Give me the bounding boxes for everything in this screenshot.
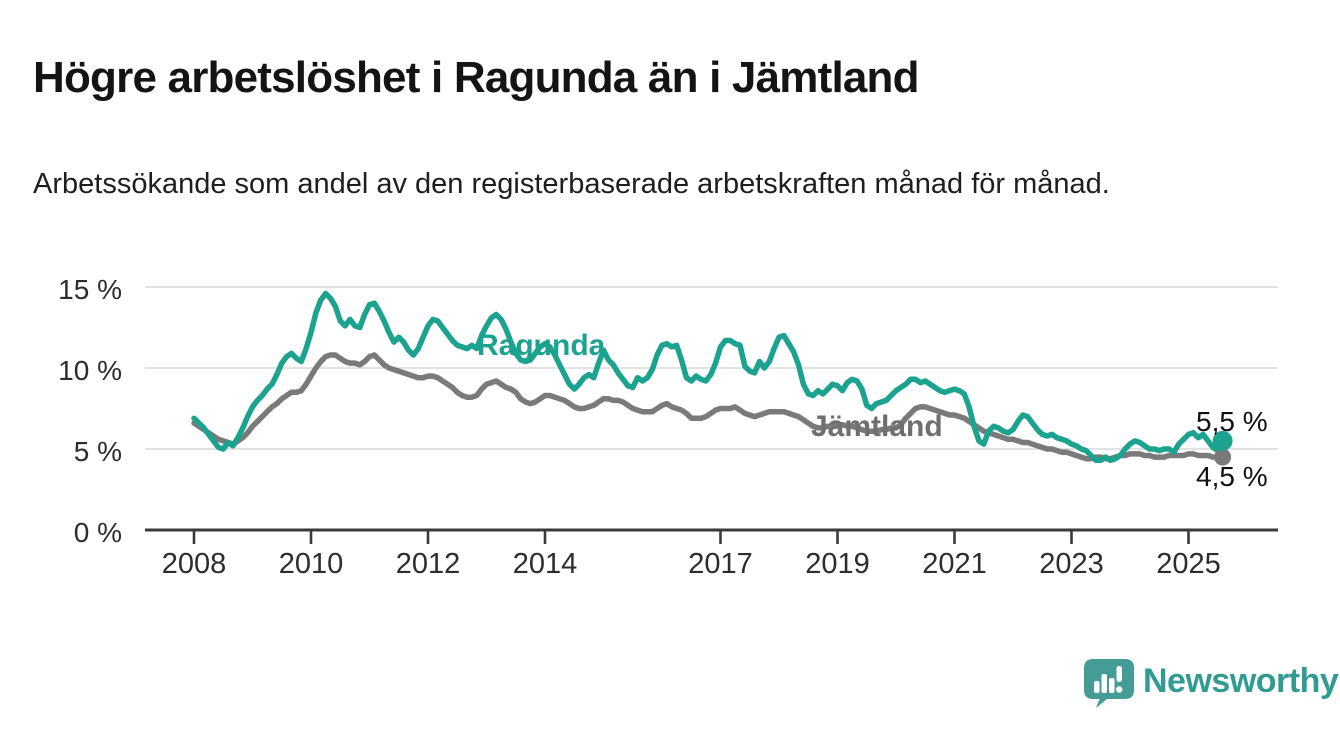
- page-title: Högre arbetslöshet i Ragunda än i Jämtla…: [33, 53, 920, 103]
- x-tick-label-2019: 2019: [805, 548, 870, 580]
- y-tick-label: 5 %: [74, 436, 122, 467]
- newsworthy-bubble-chart-icon: [1084, 659, 1134, 708]
- bar-2: [1101, 674, 1107, 693]
- x-tick-label-2023: 2023: [1039, 548, 1104, 580]
- y-tick-label: 0 %: [74, 517, 122, 548]
- series-label-jamtland: Jämtland: [811, 410, 943, 443]
- end-value-label-ragunda: 5,5 %: [1196, 406, 1268, 437]
- newsworthy-wordmark: Newsworthy: [1143, 661, 1339, 700]
- end-dot-jamtland: [1214, 448, 1232, 466]
- exclamation-dot: [1116, 686, 1123, 693]
- newsworthy-logo: Newsworthy: [1083, 658, 1339, 710]
- x-tick-label-2025: 2025: [1156, 548, 1221, 580]
- x-tick-label-2012: 2012: [396, 548, 461, 580]
- series-label-ragunda: Ragunda: [477, 329, 606, 362]
- end-value-label-jamtland: 4,5 %: [1196, 461, 1268, 492]
- y-tick-label: 15 %: [58, 274, 122, 305]
- chart-subtitle: Arbetssökande som andel av den registerb…: [33, 168, 1110, 200]
- series-line-ragunda: [191, 290, 1226, 464]
- x-tick-label-2014: 2014: [513, 548, 578, 580]
- series-line-jamtland: [191, 352, 1226, 462]
- x-tick-label-2017: 2017: [688, 548, 753, 580]
- bar-1: [1094, 681, 1100, 693]
- exclamation-stem: [1116, 666, 1122, 682]
- x-tick-label-2021: 2021: [922, 548, 987, 580]
- y-tick-label: 10 %: [58, 355, 122, 386]
- x-tick-label-2008: 2008: [162, 548, 227, 580]
- bar-3: [1109, 678, 1115, 693]
- x-tick-label-2010: 2010: [279, 548, 344, 580]
- end-dot-ragunda: [1212, 430, 1233, 451]
